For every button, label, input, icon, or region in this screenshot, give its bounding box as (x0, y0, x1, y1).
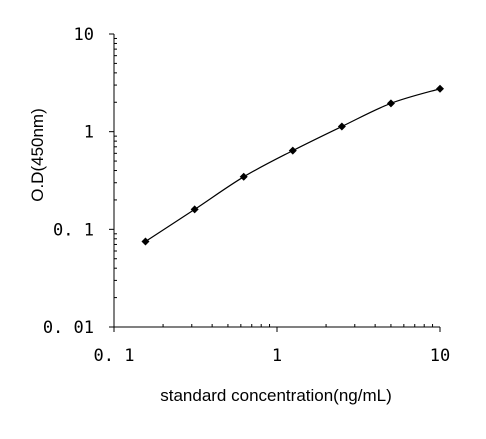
axes (113, 34, 440, 328)
data-point (141, 237, 150, 246)
y-tick-label: 0. 01 (43, 318, 94, 338)
data-markers (141, 84, 444, 246)
y-tick-label: 10 (74, 25, 94, 45)
data-point (190, 205, 199, 214)
x-axis-title: standard concentration(ng/mL) (160, 386, 392, 405)
data-point (436, 84, 444, 93)
y-tick-label: 0. 1 (53, 220, 94, 240)
data-point (288, 146, 297, 155)
ticks (109, 33, 441, 332)
y-tick-label: 1 (84, 123, 94, 143)
series-line (145, 88, 441, 243)
y-axis-title: O.D(450nm) (28, 108, 47, 202)
x-tick-label: 10 (430, 346, 450, 366)
x-tick-label: 0. 1 (94, 346, 135, 366)
data-point (337, 122, 346, 131)
data-point (239, 172, 248, 181)
x-tick-label: 1 (272, 346, 282, 366)
data-point (386, 99, 395, 108)
